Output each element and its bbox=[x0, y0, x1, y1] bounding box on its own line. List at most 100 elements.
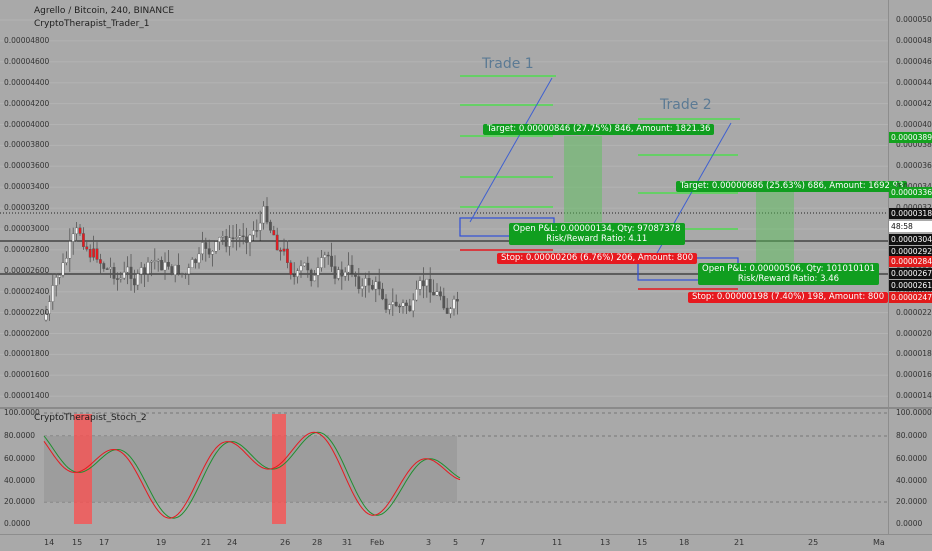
trade-1-rr-text: Risk/Reward Ratio: 4.11 bbox=[546, 234, 648, 244]
time-axis-tick: Feb bbox=[370, 538, 385, 547]
candle bbox=[289, 262, 293, 275]
candle bbox=[58, 274, 62, 278]
price-axis-tick-left: 0.00003400 bbox=[4, 182, 50, 192]
candle bbox=[132, 278, 136, 286]
candle bbox=[255, 230, 259, 232]
price-axis-tick-left: 0.00002600 bbox=[4, 265, 50, 275]
price-tag: 0.00002843 bbox=[889, 256, 932, 267]
price-axis-tick-left: 0.00004000 bbox=[4, 119, 50, 129]
stoch-axis-tick: 80.0000 bbox=[896, 431, 928, 440]
candle bbox=[92, 248, 96, 258]
stoch-d-line bbox=[43, 431, 461, 519]
price-tag: 0.00003049 bbox=[889, 234, 932, 245]
candle bbox=[112, 267, 116, 279]
candle bbox=[48, 301, 51, 314]
candle bbox=[211, 251, 214, 255]
candle bbox=[405, 302, 408, 306]
price-axis-tick-left: 0.00004400 bbox=[4, 77, 50, 87]
candle bbox=[156, 259, 160, 262]
price-chart-pane[interactable] bbox=[0, 0, 888, 408]
price-tag: 0.00003183 bbox=[889, 208, 932, 219]
stoch-band bbox=[44, 436, 457, 502]
candle bbox=[200, 242, 204, 255]
candle bbox=[85, 246, 89, 250]
trade-1-label: Trade 1 bbox=[482, 56, 534, 72]
candle bbox=[449, 308, 452, 314]
candle bbox=[337, 269, 340, 279]
trade-2-target-label: Target: 0.00000686 (25.63%) 686, Amount:… bbox=[676, 181, 908, 192]
pane-separator[interactable] bbox=[0, 407, 932, 409]
candle bbox=[88, 249, 92, 258]
candle bbox=[391, 301, 395, 305]
price-axis-tick: 0.00001600 bbox=[896, 370, 932, 380]
stoch-axis-tick-left: 0.0000 bbox=[4, 519, 31, 528]
price-tag: 0.00003895 bbox=[889, 132, 932, 143]
price-axis-tick-left: 0.00003200 bbox=[4, 203, 50, 213]
price-axis-tick-left: 0.00004800 bbox=[4, 35, 50, 45]
candle bbox=[374, 281, 378, 290]
candle bbox=[357, 276, 361, 290]
trade-1-target-label: Target: 0.00000846 (27.75%) 846, Amount:… bbox=[483, 124, 715, 135]
candle bbox=[384, 298, 388, 310]
trade-1-open-pnl-text: Open P&L: 0.00000134, Qty: 97087378 bbox=[513, 224, 681, 234]
candle bbox=[309, 269, 313, 282]
candle bbox=[388, 304, 391, 310]
candle bbox=[439, 291, 442, 297]
candle bbox=[81, 233, 85, 247]
trade-2-target-zone bbox=[756, 192, 794, 264]
time-axis-tick: 18 bbox=[679, 538, 690, 547]
price-axis[interactable] bbox=[888, 0, 932, 534]
price-axis-tick-left: 0.00004600 bbox=[4, 56, 50, 66]
candle bbox=[180, 273, 184, 275]
stoch-axis-tick: 40.0000 bbox=[896, 476, 928, 485]
candle bbox=[197, 253, 201, 264]
time-axis-tick: 3 bbox=[426, 538, 432, 547]
price-axis-tick: 0.00002200 bbox=[896, 307, 932, 317]
candle bbox=[347, 264, 350, 273]
candle bbox=[442, 295, 446, 309]
candle bbox=[282, 248, 286, 252]
candle bbox=[292, 274, 296, 277]
price-axis-tick-left: 0.00002000 bbox=[4, 328, 50, 338]
candle bbox=[323, 254, 327, 258]
candle bbox=[143, 267, 146, 274]
candle bbox=[245, 236, 248, 243]
time-axis-tick: 25 bbox=[808, 538, 819, 547]
candle bbox=[126, 266, 130, 273]
price-axis-tick: 0.00003600 bbox=[896, 161, 932, 171]
candle bbox=[286, 248, 289, 263]
candle bbox=[214, 241, 218, 252]
candle bbox=[398, 305, 401, 308]
candle bbox=[221, 236, 225, 238]
oversold-highlight bbox=[74, 414, 92, 524]
price-axis-tick-left: 0.00003600 bbox=[4, 161, 50, 171]
candle bbox=[354, 273, 357, 277]
time-axis-tick: 21 bbox=[734, 538, 745, 547]
candle bbox=[296, 270, 299, 277]
stoch-k-line bbox=[43, 431, 461, 519]
candle bbox=[364, 278, 367, 287]
candle bbox=[122, 271, 126, 279]
candle bbox=[109, 267, 113, 270]
candle bbox=[340, 269, 344, 277]
candle bbox=[432, 292, 435, 296]
stoch-axis-tick-left: 80.0000 bbox=[4, 431, 36, 440]
candle bbox=[330, 255, 333, 267]
price-axis-tick: 0.00004000 bbox=[896, 119, 932, 129]
trade-2-label: Trade 2 bbox=[660, 97, 712, 113]
candle bbox=[435, 291, 439, 296]
time-axis[interactable] bbox=[0, 534, 932, 551]
candle bbox=[231, 237, 235, 239]
candle bbox=[61, 262, 65, 276]
stoch-axis-tick: 100.0000 bbox=[896, 408, 932, 417]
candle bbox=[228, 237, 231, 247]
price-axis-tick-left: 0.00004200 bbox=[4, 98, 50, 108]
candle bbox=[415, 289, 418, 301]
stoch-axis-tick: 60.0000 bbox=[896, 454, 928, 463]
time-axis-tick: 14 bbox=[44, 538, 55, 547]
price-axis-tick: 0.00003800 bbox=[896, 140, 932, 150]
price-tag: 0.00002925 bbox=[889, 246, 932, 257]
trade-2-open-pnl: Open P&L: 0.00000506, Qty: 101010101 Ris… bbox=[698, 263, 879, 285]
candle bbox=[153, 260, 157, 262]
